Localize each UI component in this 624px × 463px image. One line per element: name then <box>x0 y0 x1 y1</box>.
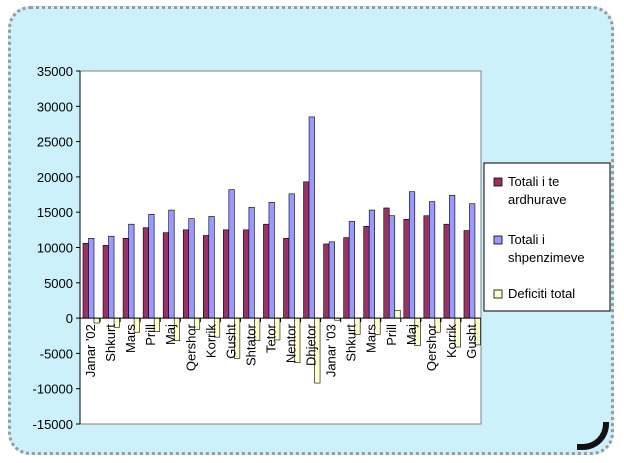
y-tick-label: -10000 <box>33 382 73 397</box>
bar-2 <box>348 221 355 319</box>
x-category-label: Gusht <box>464 324 479 359</box>
bar-2 <box>148 214 155 319</box>
y-tick-label: 25000 <box>37 135 73 150</box>
x-labels: Janar '02 Shkurt Mars Prill Maj Qershor Korrik… <box>79 318 479 377</box>
bar-3 <box>394 310 401 319</box>
bar-1 <box>223 229 230 319</box>
x-category-label: Janar '03 <box>324 324 339 377</box>
legend-swatch-1 <box>493 177 503 187</box>
bar-2 <box>188 218 195 319</box>
y-tick-label: 35000 <box>37 64 73 79</box>
bar-2 <box>449 194 456 319</box>
x-category-label: Shkurt <box>344 324 359 362</box>
bar-1 <box>263 223 270 319</box>
bar-2 <box>408 191 416 319</box>
bar-2 <box>288 193 295 319</box>
bar-1 <box>323 243 330 319</box>
bar-2 <box>248 206 255 319</box>
bar-2 <box>429 201 436 319</box>
bars-layer <box>82 116 481 384</box>
y-ticks: 35000 30000 25000 20000 15000 10000 5000 0 -5000… <box>33 64 80 432</box>
bar-2 <box>168 209 175 319</box>
legend-label-2a: Totali i <box>508 232 545 247</box>
x-category-label: Maj <box>404 324 419 345</box>
bar-1 <box>403 218 410 319</box>
x-category-label: Gusht <box>223 324 238 359</box>
y-tick-label: 30000 <box>37 99 73 114</box>
x-category-label: Janar '02 <box>83 324 98 377</box>
bar-1 <box>162 232 169 319</box>
bar-3 <box>93 317 100 324</box>
frame-corner-shadow <box>577 422 609 450</box>
x-category-label: Nentor <box>284 323 299 363</box>
x-category-label: Maj <box>163 324 178 345</box>
bar-1 <box>203 235 210 319</box>
bar-1 <box>343 237 350 319</box>
x-category-label: Korrik <box>203 324 218 358</box>
bar-1 <box>463 230 470 319</box>
bar-2 <box>388 215 396 319</box>
bar-1 <box>102 245 109 319</box>
bar-1 <box>363 226 370 319</box>
x-category-label: Mars <box>364 324 379 353</box>
y-tick-label: 20000 <box>37 170 73 185</box>
bar-2 <box>308 116 315 319</box>
bar-1 <box>283 238 290 319</box>
bar-1 <box>122 238 129 319</box>
bar-1 <box>383 207 390 319</box>
x-category-label: Prill <box>143 324 158 346</box>
bar-1 <box>82 242 89 319</box>
y-tick-label: 5000 <box>44 276 73 291</box>
x-category-label: Korrik <box>444 324 459 358</box>
x-category-label: Qershor <box>424 323 439 371</box>
bar-2 <box>108 235 115 319</box>
bar-2 <box>208 216 215 319</box>
plot-area <box>79 70 482 425</box>
x-category-label: Qershor <box>183 323 198 371</box>
x-category-label: Shkurt <box>103 324 118 362</box>
x-category-label: Shtator <box>243 323 258 366</box>
bar-1 <box>303 181 310 319</box>
x-category-label: Mars <box>123 324 138 353</box>
bar-2 <box>228 189 235 319</box>
bar-1 <box>423 215 430 319</box>
legend-label-1b: ardhurave <box>508 192 567 207</box>
y-tick-label: 10000 <box>37 241 73 256</box>
bar-2 <box>469 203 476 319</box>
bar-1 <box>243 229 250 319</box>
bar-1 <box>443 223 450 319</box>
legend-label-2b: shpenzimeve <box>508 250 585 265</box>
bar-2 <box>128 223 135 319</box>
bar-2 <box>368 209 376 319</box>
legend: Totali i te ardhurave Totali i shpenzime… <box>483 162 611 312</box>
bar-1 <box>182 229 190 319</box>
bar-2 <box>328 241 335 319</box>
bar-2 <box>88 238 95 319</box>
legend-swatch-2 <box>493 235 503 245</box>
legend-swatch-3 <box>493 289 503 299</box>
x-category-label: Prill <box>384 324 399 346</box>
y-tick-label: 15000 <box>37 205 73 220</box>
bar-2 <box>268 202 275 319</box>
y-tick-label: 0 <box>66 311 73 326</box>
legend-label-1a: Totali i te <box>508 174 559 189</box>
legend-label-3: Deficiti total <box>508 286 575 301</box>
bar-1 <box>142 227 149 319</box>
x-category-label: Dhjetor <box>304 323 319 366</box>
legend-box <box>483 162 611 312</box>
x-category-label: Tetor <box>263 323 278 353</box>
y-tick-label: -5000 <box>40 346 73 361</box>
y-tick-label: -15000 <box>33 417 73 432</box>
